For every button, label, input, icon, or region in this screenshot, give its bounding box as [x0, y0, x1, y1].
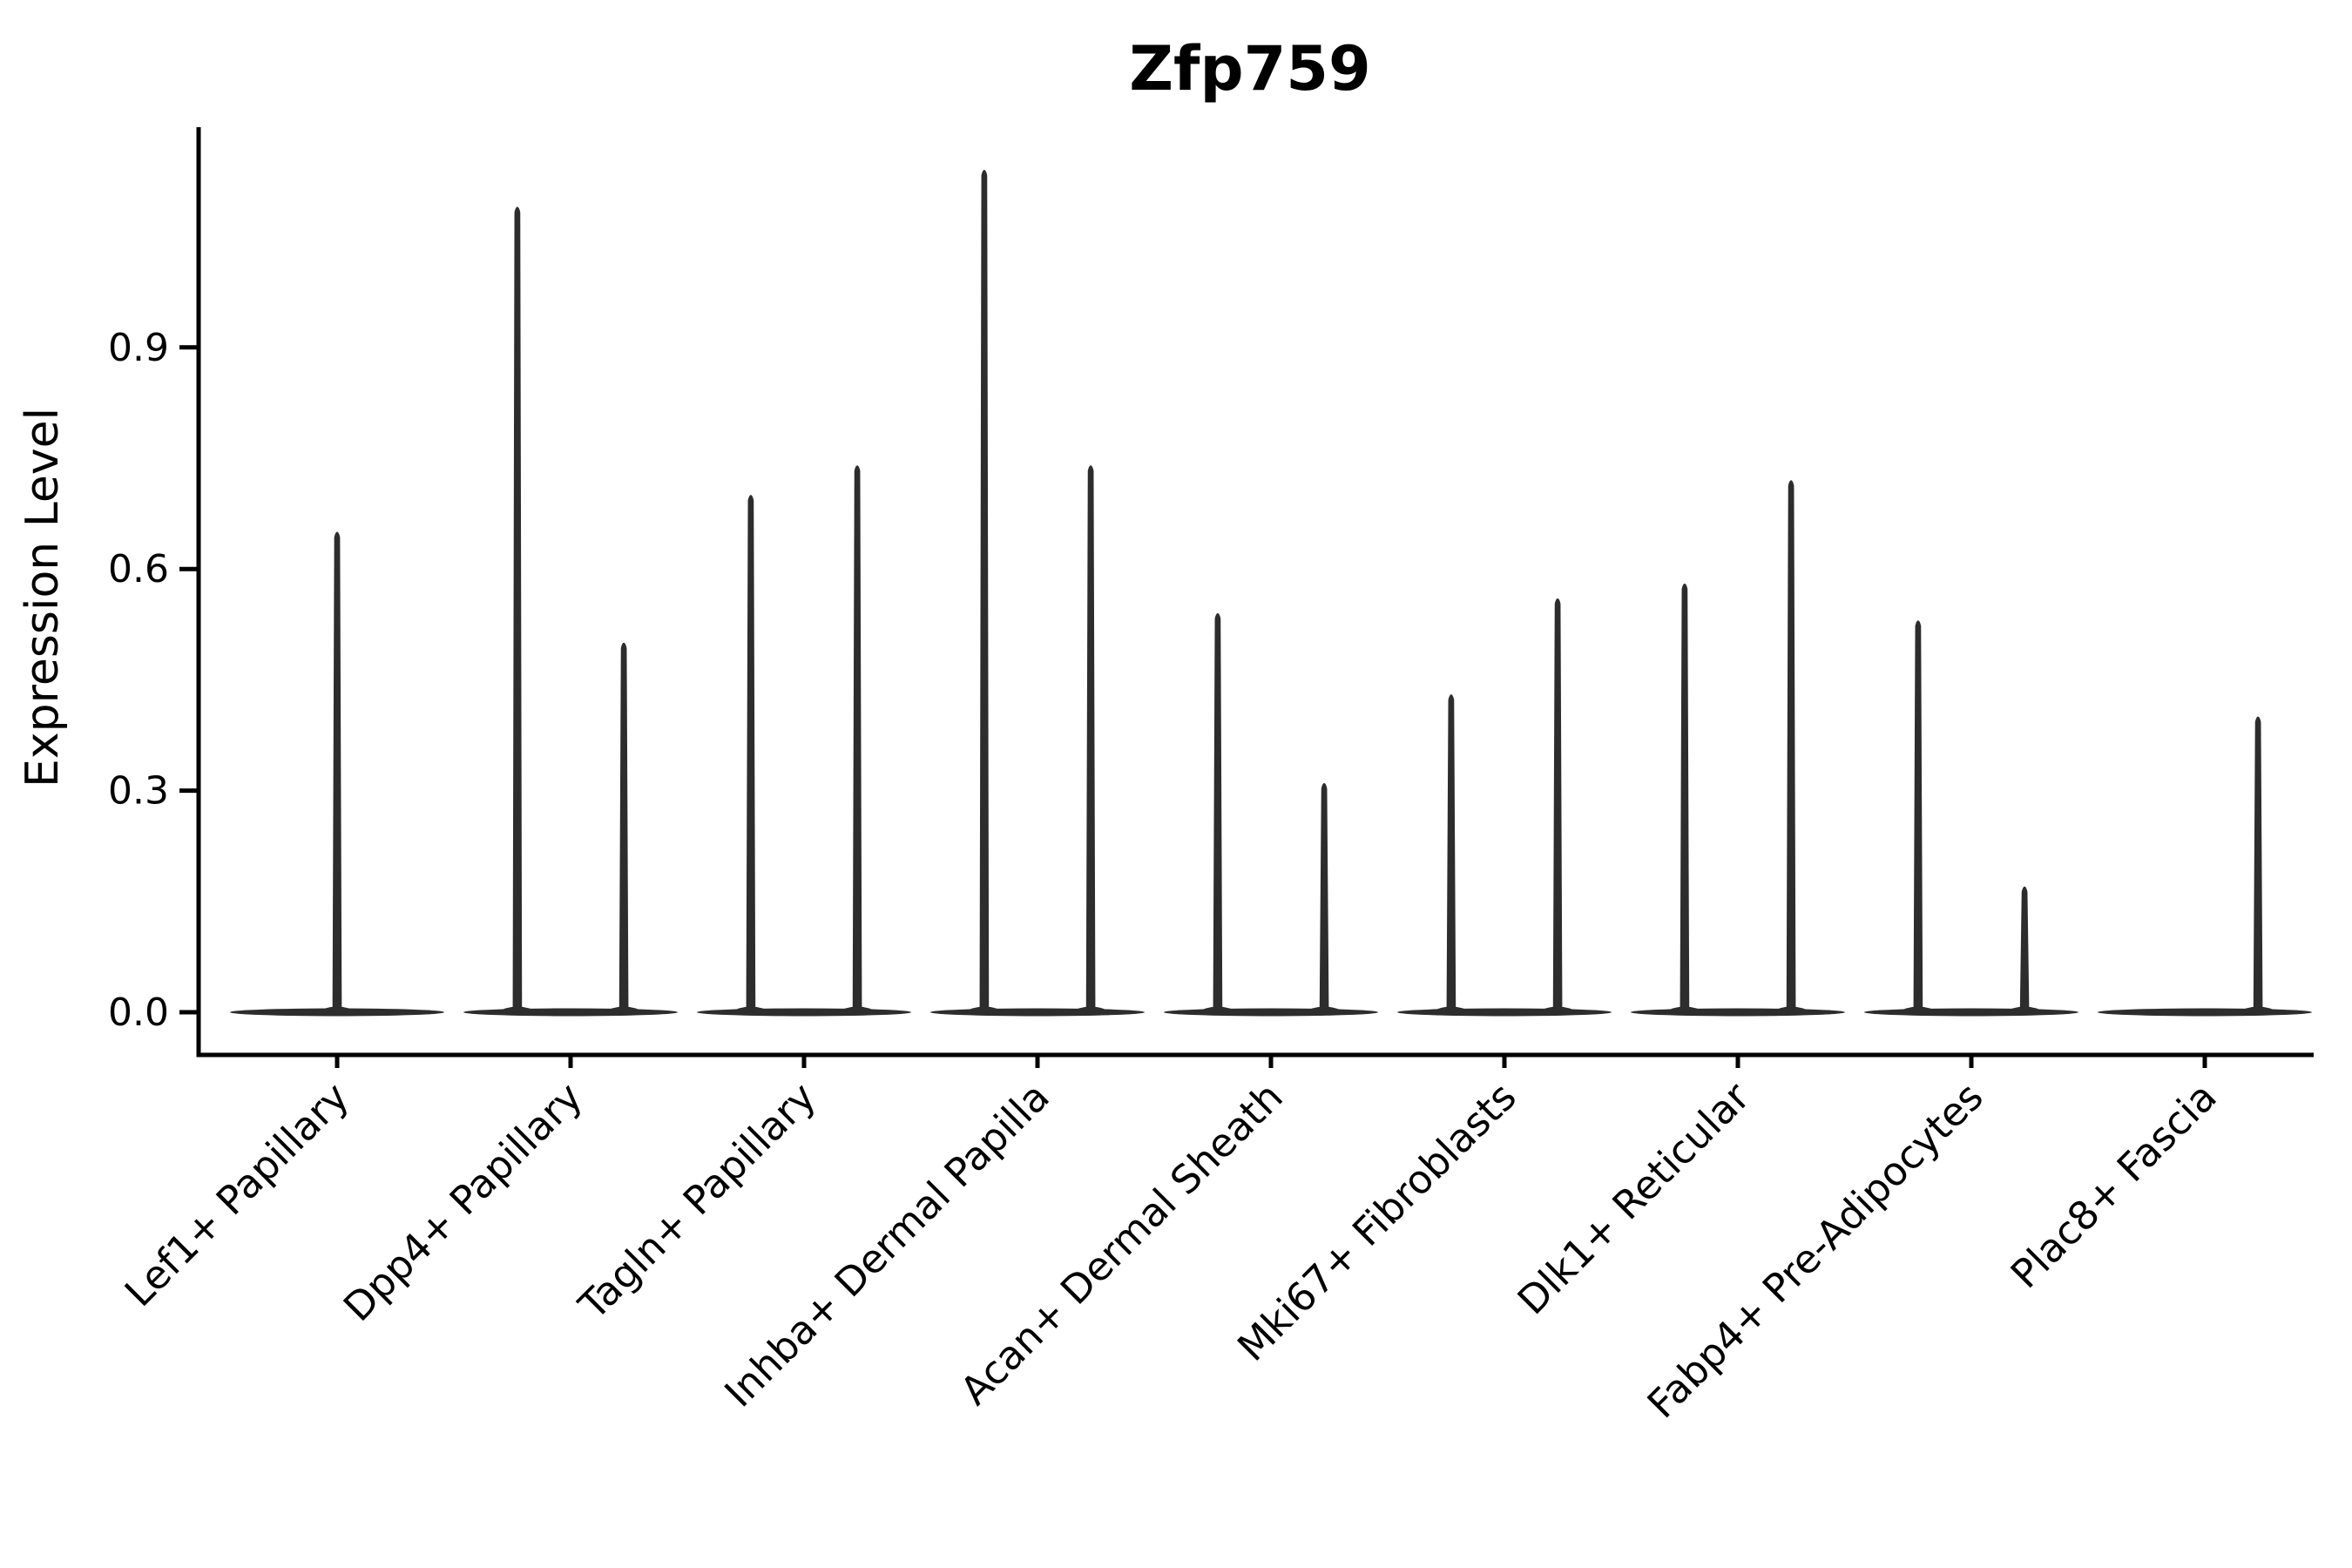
violin-baseline [1631, 1008, 1845, 1017]
violin [1864, 620, 2078, 1017]
violin-spike [332, 531, 342, 1013]
y-tick-label: 0.0 [108, 990, 169, 1035]
violins-layer [230, 170, 2312, 1017]
violin-baseline [1864, 1008, 2078, 1017]
violin-spike [1213, 612, 1223, 1013]
x-tick-label: Dlk1+ Reticular [1509, 1073, 1759, 1323]
violin-baseline [930, 1008, 1145, 1017]
chart-title: Zfp759 [1129, 33, 1370, 105]
violin [463, 206, 678, 1017]
violin [1164, 612, 1378, 1017]
violin-spike [746, 495, 756, 1013]
violin-baseline [463, 1008, 678, 1017]
x-tick-label: Plac8+ Fascia [2002, 1073, 2226, 1297]
y-tick-label: 0.6 [108, 547, 169, 591]
violin [930, 170, 1145, 1017]
violin [1397, 598, 1612, 1017]
violin-spike [2019, 886, 2030, 1013]
x-tick-label: Dpp4+ Papillary [335, 1073, 591, 1330]
violin-spike [618, 642, 629, 1013]
violin-spike [1913, 620, 1923, 1013]
violin-spike [1446, 694, 1456, 1013]
violin-spike [1085, 465, 1096, 1013]
x-tick-label: Tagln+ Papillary [570, 1073, 825, 1328]
violin-baseline [697, 1008, 911, 1017]
violin [2098, 716, 2312, 1017]
violin-spike [2253, 716, 2263, 1013]
violin-baseline [1397, 1008, 1612, 1017]
violin-spike [979, 170, 990, 1013]
violin-spike [1786, 480, 1796, 1013]
violin-spike [1680, 583, 1690, 1013]
violin-spike [512, 206, 523, 1013]
violin [1631, 480, 1845, 1017]
violin-spike [852, 465, 862, 1013]
x-tick-label: Lef1+ Papillary [116, 1073, 358, 1315]
y-axis-label: Expression Level [17, 408, 69, 787]
y-tick-label: 0.3 [108, 769, 169, 814]
violin-spike [1319, 782, 1329, 1013]
violin-baseline [1164, 1008, 1378, 1017]
violin [230, 531, 444, 1017]
violin-spike [1552, 598, 1563, 1013]
violin-baseline [2098, 1008, 2312, 1017]
violin [697, 465, 911, 1017]
y-tick-label: 0.9 [108, 326, 169, 370]
